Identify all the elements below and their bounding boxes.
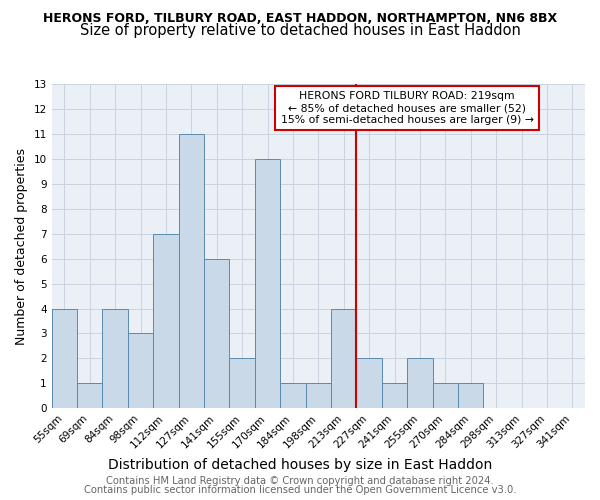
Bar	[153, 234, 179, 408]
Bar	[204, 258, 229, 408]
Bar	[458, 384, 484, 408]
Text: HERONS FORD TILBURY ROAD: 219sqm
← 85% of detached houses are smaller (52)
15% o: HERONS FORD TILBURY ROAD: 219sqm ← 85% o…	[281, 92, 534, 124]
Text: Size of property relative to detached houses in East Haddon: Size of property relative to detached ho…	[80, 22, 520, 38]
Bar	[229, 358, 255, 408]
Bar	[128, 334, 153, 408]
Bar	[77, 384, 103, 408]
Bar	[103, 308, 128, 408]
Text: Distribution of detached houses by size in East Haddon: Distribution of detached houses by size …	[108, 458, 492, 471]
Bar	[179, 134, 204, 408]
Bar	[52, 308, 77, 408]
Bar	[382, 384, 407, 408]
Text: Contains public sector information licensed under the Open Government Licence v3: Contains public sector information licen…	[84, 485, 516, 495]
Text: HERONS FORD, TILBURY ROAD, EAST HADDON, NORTHAMPTON, NN6 8BX: HERONS FORD, TILBURY ROAD, EAST HADDON, …	[43, 12, 557, 26]
Bar	[407, 358, 433, 408]
Y-axis label: Number of detached properties: Number of detached properties	[15, 148, 28, 344]
Bar	[280, 384, 305, 408]
Bar	[255, 159, 280, 408]
Text: Contains HM Land Registry data © Crown copyright and database right 2024.: Contains HM Land Registry data © Crown c…	[106, 476, 494, 486]
Bar	[356, 358, 382, 408]
Bar	[305, 384, 331, 408]
Bar	[433, 384, 458, 408]
Bar	[331, 308, 356, 408]
